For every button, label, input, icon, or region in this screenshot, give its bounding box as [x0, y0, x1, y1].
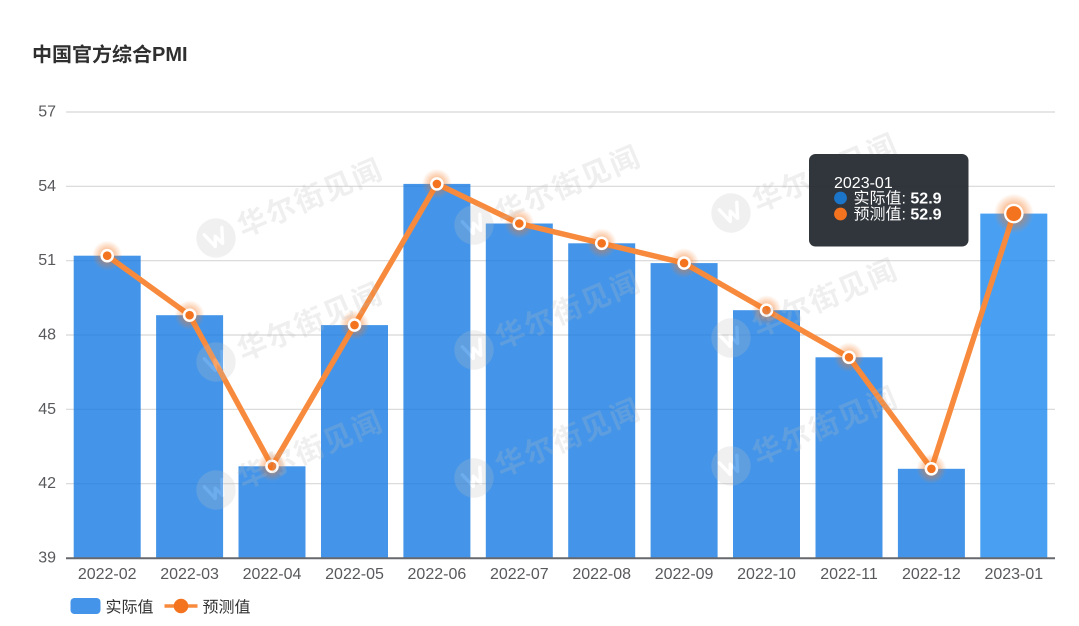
svg-text:2022-04: 2022-04	[243, 566, 302, 583]
svg-text:2022-10: 2022-10	[737, 566, 796, 583]
svg-text:2023-01: 2023-01	[834, 175, 893, 192]
svg-text:2022-06: 2022-06	[408, 566, 467, 583]
svg-text:: 52.9: : 52.9	[902, 207, 942, 224]
svg-text:2023-01: 2023-01	[984, 566, 1043, 583]
svg-text:54: 54	[38, 178, 56, 195]
svg-text:42: 42	[38, 475, 56, 492]
svg-text:2022-03: 2022-03	[160, 566, 219, 583]
svg-text:57: 57	[38, 104, 56, 121]
svg-text:51: 51	[38, 252, 56, 269]
svg-text:48: 48	[38, 327, 56, 344]
svg-text:39: 39	[38, 550, 56, 567]
svg-text:: 52.9: : 52.9	[902, 191, 942, 208]
svg-text:2022-05: 2022-05	[325, 566, 384, 583]
svg-text:2022-08: 2022-08	[572, 566, 631, 583]
svg-text:2022-09: 2022-09	[655, 566, 714, 583]
svg-text:2022-02: 2022-02	[78, 566, 137, 583]
svg-text:2022-07: 2022-07	[490, 566, 549, 583]
svg-text:45: 45	[38, 401, 56, 418]
svg-text:2022-12: 2022-12	[902, 566, 961, 583]
svg-text:PMI: PMI	[152, 44, 188, 66]
svg-text:2022-11: 2022-11	[820, 566, 878, 583]
